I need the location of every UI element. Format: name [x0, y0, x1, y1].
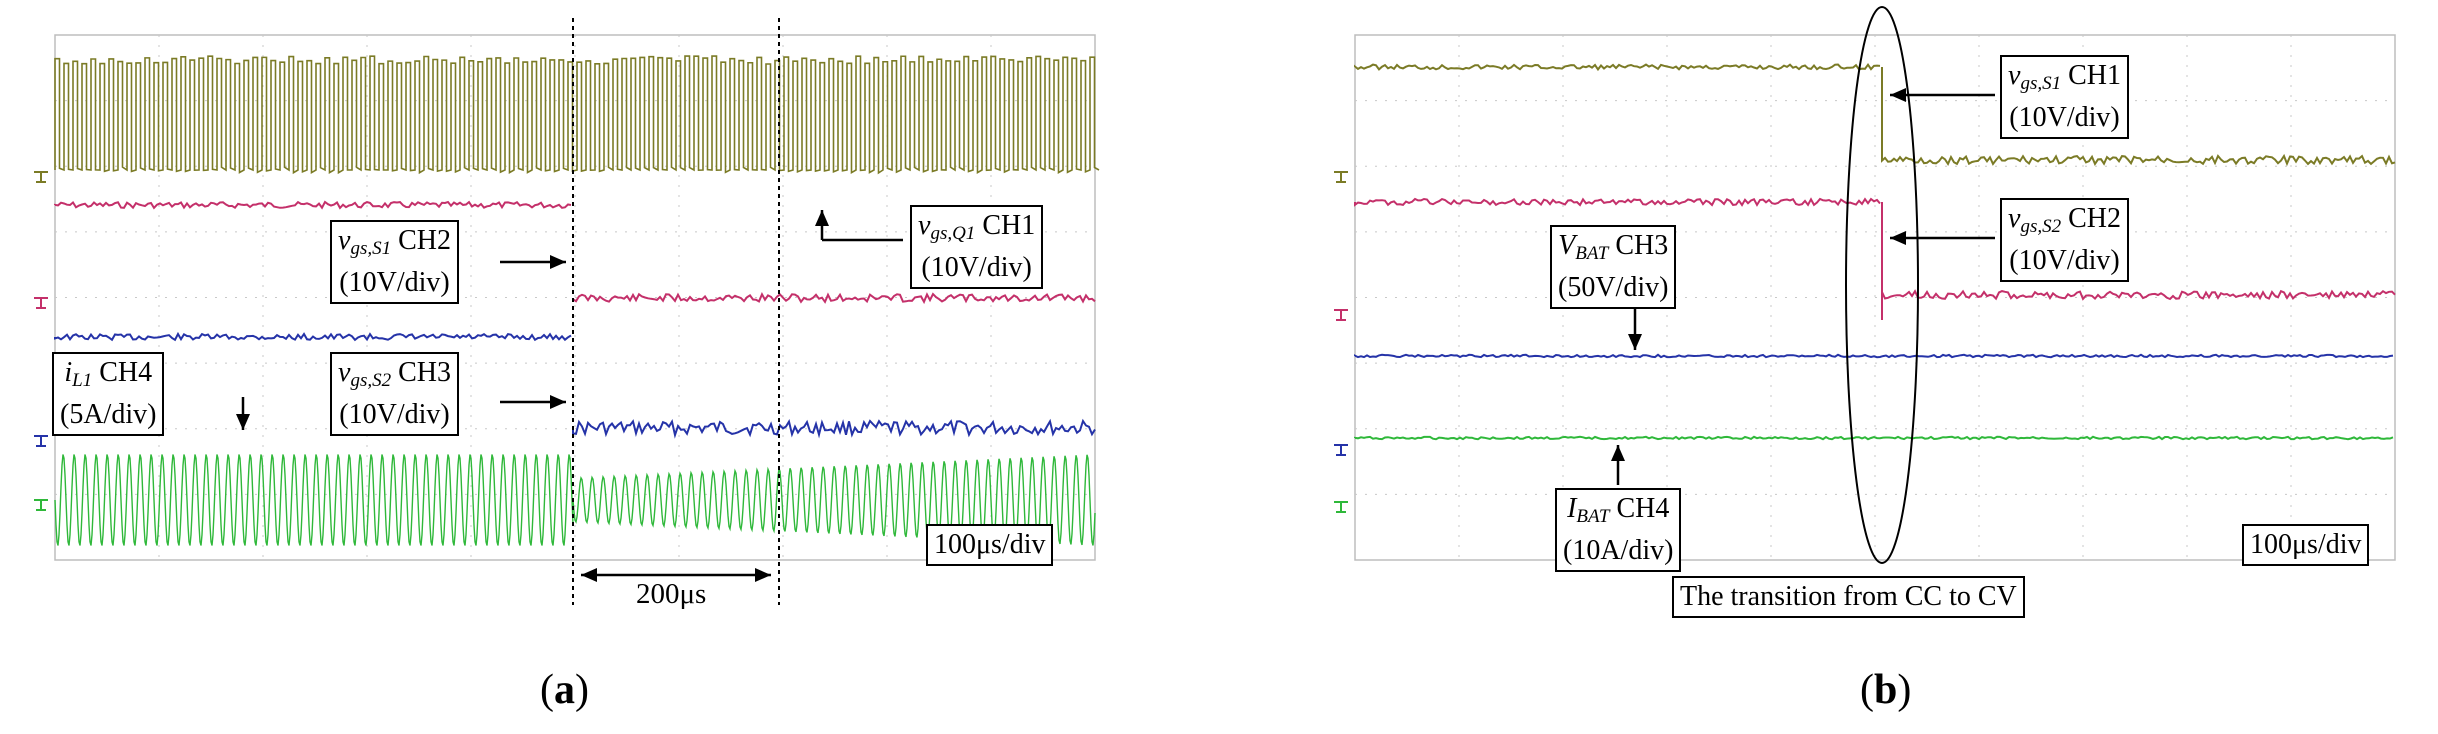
- trace-b-ch3: [1354, 353, 2394, 359]
- label-vgs-s2-ch2: vgs,S2 CH2 (10V/div): [2000, 198, 2129, 282]
- arrow-il1-head: [236, 414, 250, 430]
- interval-arrow-right-head: [755, 568, 771, 582]
- arrow-vgs-s1-head: [550, 255, 566, 269]
- trace-b-ch2-left: [1354, 197, 1881, 207]
- label-vgs-s1-ch2: vgs,S1 CH2 (10V/div): [330, 220, 459, 304]
- caption-a: (a): [540, 667, 589, 713]
- label-vgs-q1-ch1: vgs,Q1 CH1 (10V/div): [910, 205, 1044, 289]
- panel-b: vgs,S1 CH1 (10V/div) vgs,S2 CH2 (10V/div…: [1300, 0, 2438, 734]
- trace-a-ch4-right: [572, 454, 1096, 546]
- arrow-b-vbat-head: [1628, 334, 1642, 350]
- trace-a-ch1: [54, 55, 1100, 175]
- label-vbat-ch3: VBAT CH3 (50V/div): [1550, 225, 1677, 309]
- interval-arrow-left-head: [581, 568, 597, 582]
- trace-b-ch1-right: [1881, 153, 2396, 167]
- label-il1-ch4: iL1 CH4 (5A/div): [52, 352, 165, 436]
- transition-label: The transition from CC to CV: [1672, 576, 2025, 618]
- trace-a-ch3-right: [572, 418, 1096, 439]
- panel-a: vgs,S1 CH2 (10V/div) vgs,Q1 CH1 (10V/div…: [0, 0, 1160, 734]
- arrow-vgs-q1-head: [815, 210, 829, 226]
- arrow-vgs-s2-head: [550, 395, 566, 409]
- arrow-b-vgs-s1-head: [1890, 88, 1906, 102]
- timebase-label-a: 100μs/div: [926, 524, 1054, 566]
- oscilloscope-screen-a: [34, 18, 1100, 605]
- label-vgs-s1-ch1: vgs,S1 CH1 (10V/div): [2000, 55, 2129, 139]
- arrow-b-ibat-head: [1611, 445, 1625, 461]
- transition-ellipse: [1845, 6, 1919, 564]
- oscilloscope-screen-b: [1334, 6, 2396, 564]
- timebase-label-b: 100μs/div: [2242, 524, 2370, 566]
- interval-label: 200μs: [636, 578, 707, 610]
- label-vgs-s2-ch3: vgs,S2 CH3 (10V/div): [330, 352, 459, 436]
- trace-b-ch1-left: [1354, 62, 1881, 72]
- trace-b-ch2-right: [1881, 289, 2396, 301]
- trace-b-ch4: [1354, 435, 2394, 441]
- label-ibat-ch4: IBAT CH4 (10A/div): [1555, 488, 1682, 572]
- arrow-b-vgs-s2-head: [1890, 231, 1906, 245]
- trace-a-ch2-right: [572, 292, 1096, 305]
- caption-b: (b): [1860, 667, 1912, 713]
- trace-a-ch4-left: [54, 454, 574, 546]
- trace-a-ch3-left: [54, 331, 572, 342]
- trace-a-ch2-left: [54, 200, 572, 210]
